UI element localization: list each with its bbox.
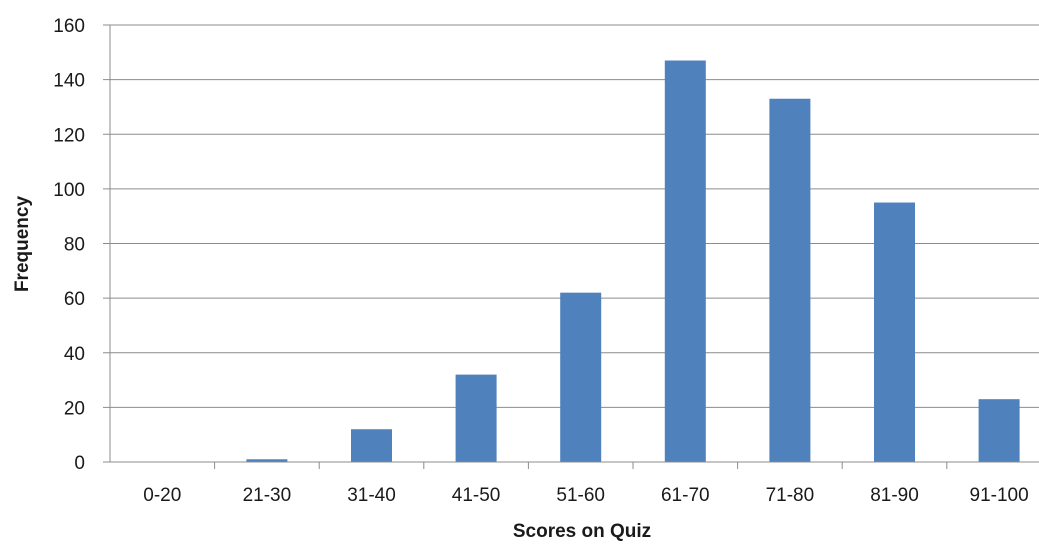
x-tick-label: 81-90 (870, 485, 919, 506)
y-tick-label: 20 (64, 398, 85, 419)
y-tick-label: 140 (53, 71, 85, 92)
y-tick-label: 160 (53, 16, 85, 37)
bars (246, 60, 1020, 463)
y-tick-label: 60 (64, 289, 85, 310)
x-axis-title: Scores on Quiz (513, 521, 651, 542)
x-tick-label: 91-100 (970, 485, 1029, 506)
x-tick-label: 71-80 (766, 485, 815, 506)
bar-91-100 (978, 399, 1020, 462)
x-tick-label: 41-50 (452, 485, 501, 506)
y-tick-label: 100 (53, 180, 85, 201)
y-axis-title: Frequency (12, 196, 33, 293)
x-tick-label: 61-70 (661, 485, 710, 506)
x-tick-label: 31-40 (347, 485, 396, 506)
x-tick-labels: 0-20 21-30 31-40 41-50 51-60 61-70 71-80 81-90 9… (143, 462, 1029, 506)
x-tick-label: 21-30 (243, 485, 292, 506)
bar-31-40 (351, 429, 392, 462)
y-tick-label: 0 (74, 453, 85, 474)
bar-51-60 (560, 292, 602, 462)
y-tick-label: 40 (64, 344, 85, 365)
x-tick-label: 51-60 (556, 485, 605, 506)
y-tick-label: 80 (64, 235, 85, 256)
bar-41-50 (455, 374, 497, 462)
y-tick-label: 120 (53, 125, 85, 146)
bar-21-30 (246, 459, 288, 462)
bar-81-90 (874, 202, 915, 462)
bar-61-70 (664, 60, 706, 462)
x-tick-label: 0-20 (143, 485, 181, 506)
y-tick-labels: 0 20 40 60 80 100 120 140 160 (53, 16, 110, 474)
bar-71-80 (769, 98, 811, 463)
